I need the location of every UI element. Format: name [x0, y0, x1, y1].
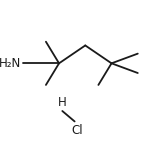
Text: H₂N: H₂N [0, 57, 21, 70]
Text: H: H [58, 96, 67, 109]
Text: Cl: Cl [71, 124, 83, 137]
